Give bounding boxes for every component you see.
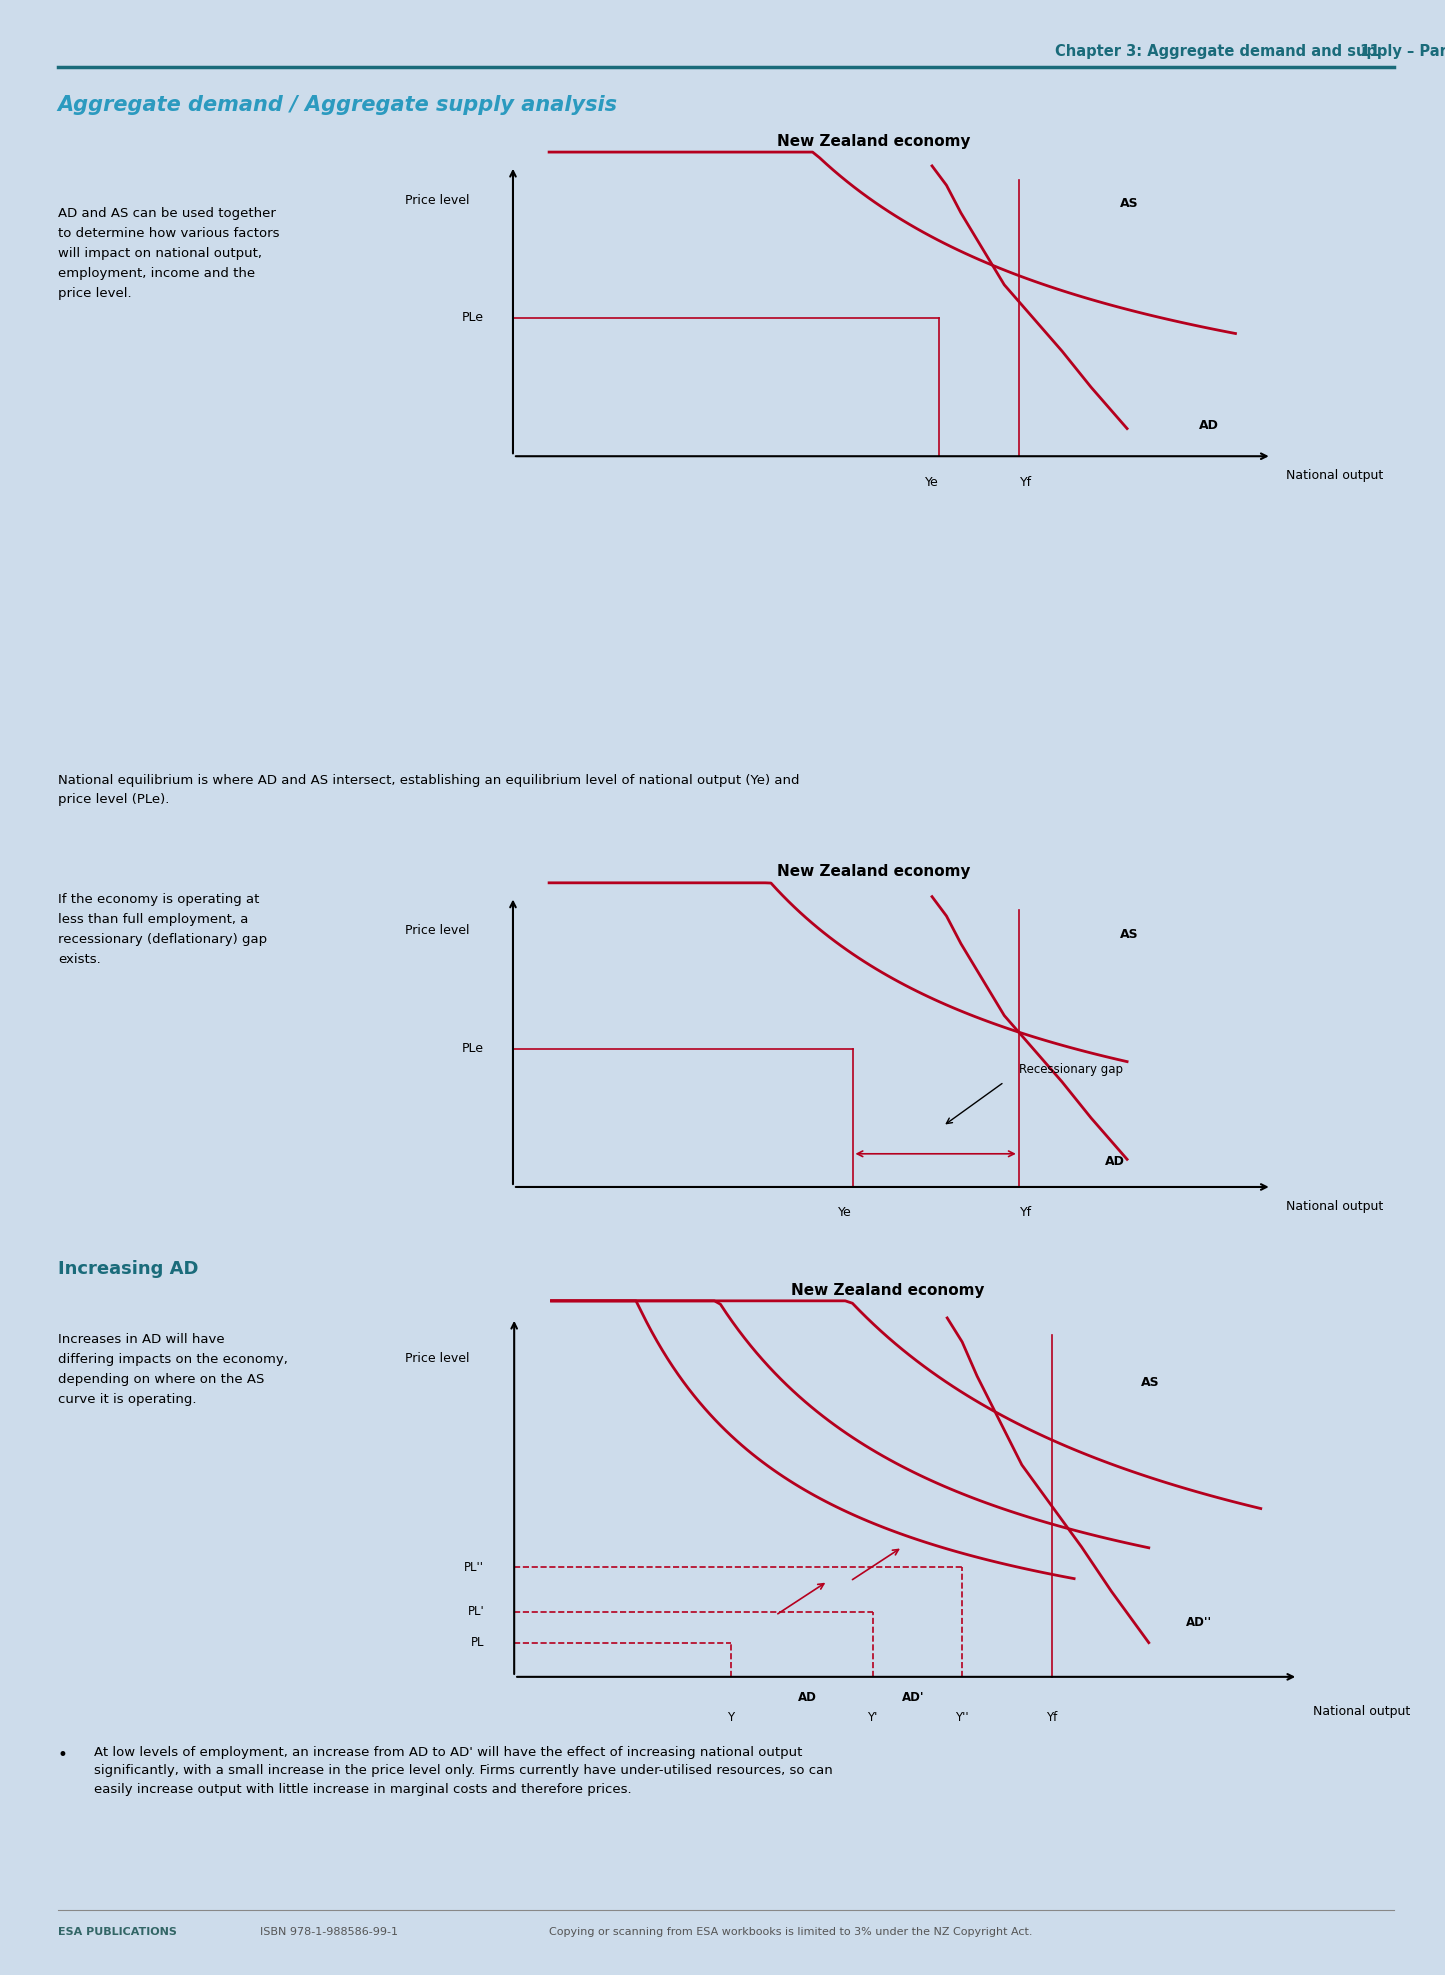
Text: Price level: Price level [405,1353,470,1365]
Text: AS: AS [1142,1377,1160,1388]
Text: National output: National output [1314,1704,1410,1718]
Text: AS: AS [1120,198,1139,211]
Text: Yf: Yf [1046,1710,1058,1724]
Text: New Zealand economy: New Zealand economy [777,134,971,148]
Text: PL': PL' [468,1606,484,1618]
Text: Recessionary gap: Recessionary gap [1019,1063,1123,1076]
Text: New Zealand economy: New Zealand economy [777,865,971,879]
Text: Increases in AD will have
differing impacts on the economy,
depending on where o: Increases in AD will have differing impa… [58,1333,288,1406]
Text: PL: PL [471,1635,484,1649]
Text: 11: 11 [1358,43,1380,59]
Text: If the economy is operating at
less than full employment, a
recessionary (deflat: If the economy is operating at less than… [58,893,267,966]
Text: AD: AD [1199,419,1220,433]
Text: PL'': PL'' [464,1560,484,1574]
Text: AD: AD [798,1691,816,1704]
Text: At low levels of employment, an increase from AD to AD' will have the effect of : At low levels of employment, an increase… [94,1746,832,1795]
Text: Yf: Yf [1020,476,1032,488]
Text: Ye: Ye [838,1207,853,1219]
Text: Price level: Price level [405,924,470,938]
Text: ESA PUBLICATIONS: ESA PUBLICATIONS [58,1926,176,1937]
Text: ISBN 978-1-988586-99-1: ISBN 978-1-988586-99-1 [260,1926,399,1937]
Text: AD and AS can be used together
to determine how various factors
will impact on n: AD and AS can be used together to determ… [58,207,279,300]
Text: Chapter 3: Aggregate demand and supply – Part I: Chapter 3: Aggregate demand and supply –… [1055,43,1445,59]
Text: New Zealand economy: New Zealand economy [790,1284,984,1298]
Text: AD: AD [1105,1155,1126,1167]
Text: National equilibrium is where AD and AS intersect, establishing an equilibrium l: National equilibrium is where AD and AS … [58,774,799,806]
Text: AD'': AD'' [1186,1616,1212,1629]
Text: •: • [58,1746,68,1764]
Text: Y: Y [727,1710,734,1724]
Text: Aggregate demand / Aggregate supply analysis: Aggregate demand / Aggregate supply anal… [58,95,618,115]
Text: PLe: PLe [462,1043,484,1055]
Text: National output: National output [1286,470,1383,482]
Text: Ye: Ye [925,476,939,488]
Text: Price level: Price level [405,194,470,207]
Text: Y': Y' [867,1710,877,1724]
Text: National output: National output [1286,1201,1383,1213]
Text: PLe: PLe [462,312,484,324]
Text: Copying or scanning from ESA workbooks is limited to 3% under the NZ Copyright A: Copying or scanning from ESA workbooks i… [549,1926,1033,1937]
Text: Yf: Yf [1020,1207,1032,1219]
Text: Increasing AD: Increasing AD [58,1260,198,1278]
Text: AD': AD' [902,1691,925,1704]
Text: AS: AS [1120,928,1139,942]
Text: Y'': Y'' [955,1710,970,1724]
